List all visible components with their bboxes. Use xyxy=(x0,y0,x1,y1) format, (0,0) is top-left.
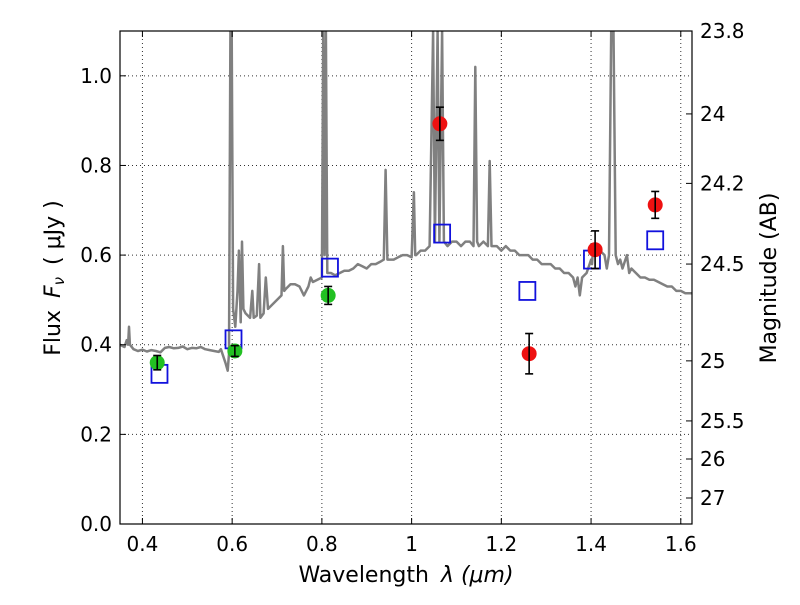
grid-layer xyxy=(120,31,692,524)
y2-tick-label: 25.5 xyxy=(700,409,745,433)
model-square-marker xyxy=(518,281,537,301)
y2-tick-label: 24 xyxy=(700,102,725,126)
x-tick-label: 0.8 xyxy=(306,532,338,556)
y2-tick-label: 23.8 xyxy=(700,19,745,43)
y2-tick-label: 24.2 xyxy=(700,171,745,195)
model-square-marker xyxy=(321,257,339,278)
y-tick-label: 0.6 xyxy=(80,243,112,267)
y2-tick-label: 26 xyxy=(700,447,725,471)
x-tick-label: 1.2 xyxy=(485,532,517,556)
axes-layer: 0.4 0.6 0.8 1 1.2 1.4 1.6 0.0 0.2 0.4 0.6 0.8 1.0 23.… xyxy=(80,19,744,556)
y2-tick-label: 25 xyxy=(700,349,725,373)
x-axis-label: Wavelength λ (μm) xyxy=(298,563,513,588)
model-square-marker xyxy=(433,223,452,244)
x-tick-label: 1.6 xyxy=(665,532,697,556)
model-square-marker xyxy=(646,230,665,251)
x-tick-label: 0.4 xyxy=(127,532,159,556)
spectrum-layer xyxy=(120,31,692,372)
y2-axis-label: Magnitude (AB) xyxy=(757,193,782,364)
points-layer xyxy=(149,106,665,384)
x-tick-label: 0.6 xyxy=(216,532,248,556)
y-tick-label: 1.0 xyxy=(80,64,112,88)
spectrum-line xyxy=(120,31,692,372)
x-tick-label: 1.4 xyxy=(575,532,607,556)
plot-frame xyxy=(119,30,693,525)
y2-tick-label: 27 xyxy=(700,486,725,510)
y-tick-label: 0.0 xyxy=(80,512,112,536)
y-tick-label: 0.8 xyxy=(80,153,112,177)
x-tick-label: 1 xyxy=(405,532,418,556)
y-tick-label: 0.2 xyxy=(80,422,112,446)
y-tick-label: 0.4 xyxy=(80,333,112,357)
y2-tick-label: 24.5 xyxy=(700,252,745,276)
y-axis-label: FluxFν( μJy ) xyxy=(41,200,68,355)
